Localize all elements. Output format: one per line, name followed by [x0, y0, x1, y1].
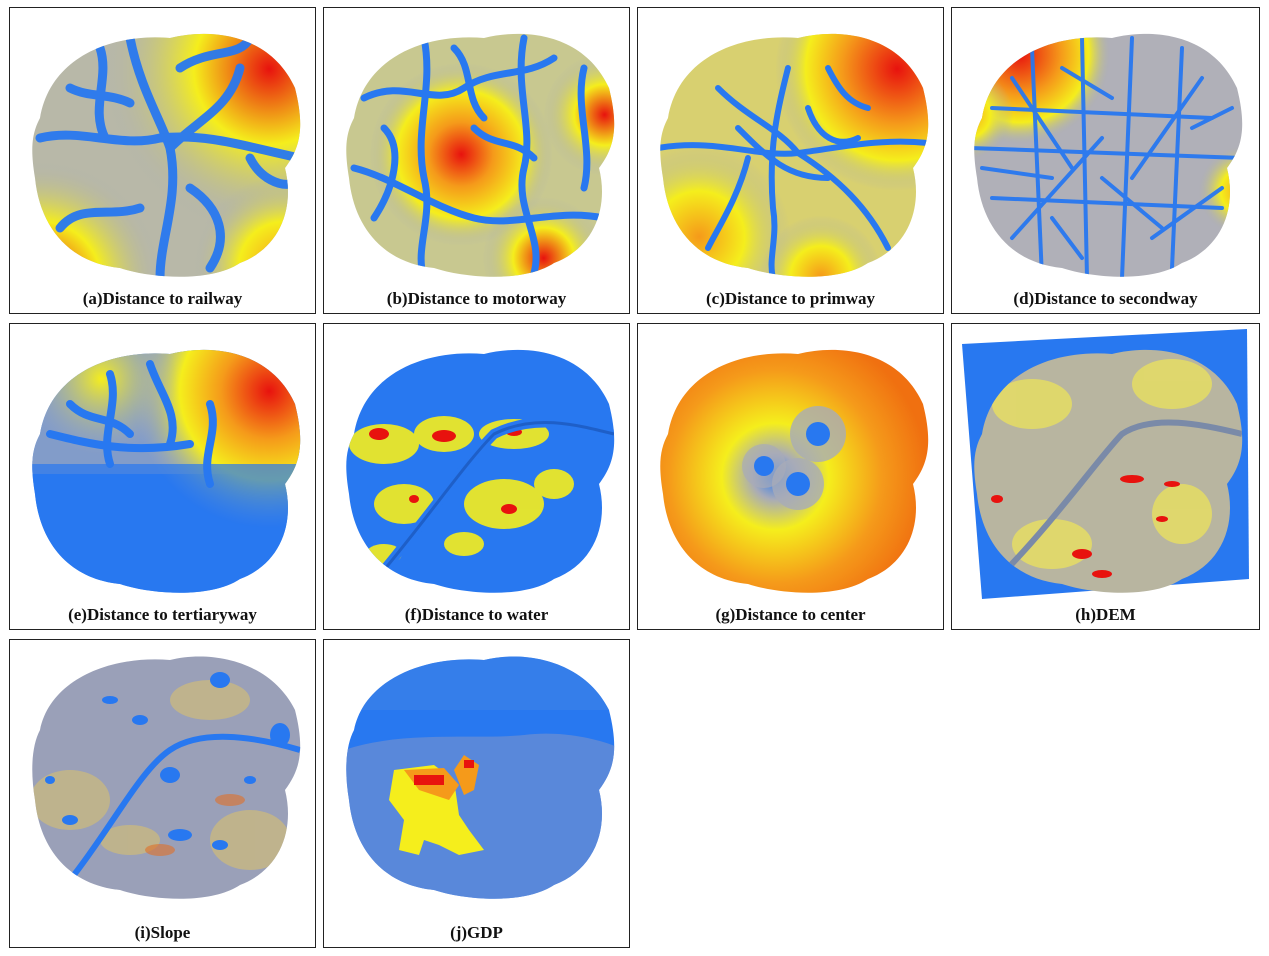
- map-distance-railway: [32, 33, 301, 277]
- panel-caption: (e)Distance to tertiaryway: [68, 605, 257, 624]
- panel-distance-primway: (c)Distance to primway: [637, 7, 944, 314]
- panel-distance-tertiaryway: (e)Distance to tertiaryway: [9, 323, 316, 630]
- panel-gdp: (j)GDP: [323, 639, 630, 948]
- map-distance-secondway: [974, 33, 1243, 277]
- panel-distance-motorway: (b)Distance to motorway: [323, 7, 630, 314]
- panel-caption: (g)Distance to center: [715, 605, 866, 624]
- panel-distance-center: (g)Distance to center: [637, 323, 944, 630]
- panel-distance-secondway: (d)Distance to secondway: [951, 7, 1260, 314]
- map-dem: [962, 329, 1249, 599]
- panel-caption: (i)Slope: [134, 923, 191, 942]
- map-distance-water: [346, 349, 615, 593]
- panel-caption: (h)DEM: [1075, 605, 1136, 624]
- panel-caption: (d)Distance to secondway: [1013, 289, 1198, 308]
- panel-slope: (i)Slope: [9, 639, 316, 948]
- map-distance-primway: [660, 33, 929, 277]
- panel-caption: (f)Distance to water: [404, 605, 549, 624]
- panel-distance-railway: (a)Distance to railway: [9, 7, 316, 314]
- map-distance-motorway: [346, 33, 615, 277]
- panel-caption: (j)GDP: [450, 923, 503, 942]
- panel-caption: (b)Distance to motorway: [386, 289, 567, 308]
- panel-distance-water: (f)Distance to water: [323, 323, 630, 630]
- map-slope: [32, 656, 301, 899]
- panel-caption: (a)Distance to railway: [82, 289, 243, 308]
- map-gdp: [346, 656, 615, 899]
- map-distance-center: [660, 349, 929, 593]
- panel-caption: (c)Distance to primway: [705, 289, 875, 308]
- map-distance-tertiaryway: [32, 349, 301, 593]
- panel-dem: (h)DEM: [951, 323, 1260, 630]
